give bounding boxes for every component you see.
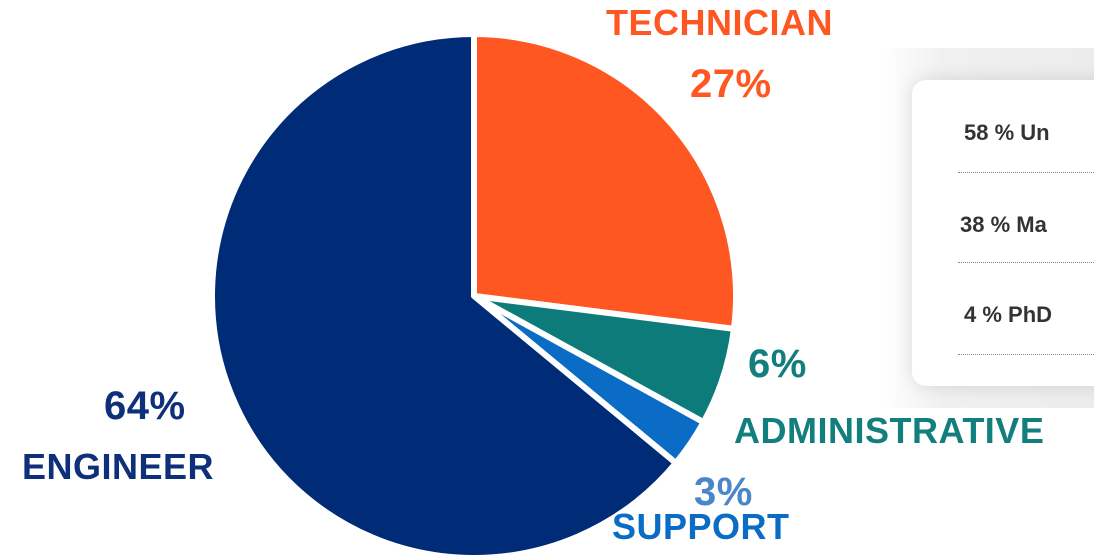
label-support-name: SUPPORT — [612, 506, 790, 547]
divider — [958, 354, 1094, 355]
education-row-phd: 4 % PhD — [964, 302, 1053, 327]
divider — [958, 172, 1094, 173]
education-card: 58 % Un 38 % Ma 4 % PhD — [912, 80, 1094, 386]
label-technician-name: TECHNICIAN — [606, 2, 833, 43]
label-administrative-percent: 6% — [748, 342, 807, 386]
divider — [958, 262, 1094, 263]
label-engineer-name: ENGINEER — [22, 446, 215, 487]
label-technician-percent: 27% — [690, 62, 772, 106]
slice-technician — [471, 31, 739, 332]
label-administrative-name: ADMINISTRATIVE — [734, 410, 1045, 451]
label-engineer-percent: 64% — [104, 384, 186, 428]
slice-engineer — [209, 31, 679, 558]
education-row-undergrad: 58 % Un — [964, 120, 1050, 145]
label-support-percent: 3% — [694, 470, 753, 514]
education-row-masters: 38 % Ma — [960, 212, 1047, 237]
